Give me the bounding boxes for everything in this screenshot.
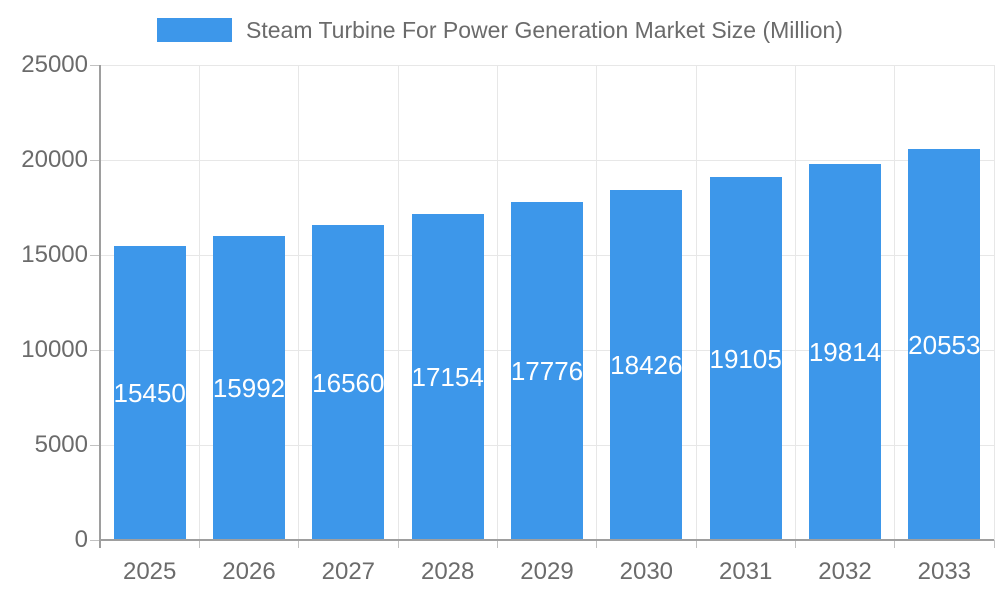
gridline-vertical [894,65,896,540]
y-axis-tick [90,64,100,66]
gridline-vertical [397,65,399,540]
bar[interactable] [908,149,981,540]
y-axis-tick-label: 15000 [21,241,88,268]
gridline-vertical [596,65,598,540]
y-axis-tick [90,254,100,256]
gridline-vertical [695,65,697,540]
x-axis-tick [198,540,200,548]
y-axis-tick [90,159,100,161]
gridline-horizontal [100,159,994,161]
x-axis-tick [397,540,399,548]
y-axis-tick [90,444,100,446]
x-axis-tick [894,540,896,548]
gridline-vertical [794,65,796,540]
x-axis-tick [794,540,796,548]
gridline-vertical [298,65,300,540]
x-axis-tick-label: 2026 [222,558,276,585]
y-axis-line [99,65,101,548]
x-axis-tick-label: 2025 [122,558,177,585]
x-axis-tick-label: 2029 [520,558,574,585]
x-axis-tick [596,540,598,548]
x-axis-line [99,539,994,541]
bar[interactable] [809,163,881,540]
x-axis-tick-label: 2033 [917,558,972,585]
bar[interactable] [511,202,583,540]
y-axis-tick [90,349,100,351]
bar[interactable] [213,236,285,540]
bar[interactable] [709,177,782,540]
y-axis-tick-label: 25000 [21,51,88,78]
x-axis-tick-label: 2028 [420,558,475,585]
y-axis-tick-label: 20000 [21,146,88,173]
x-axis-tick-label: 2031 [718,558,773,585]
bar[interactable] [610,189,683,540]
x-axis-tick [993,540,995,548]
x-axis-tick [695,540,697,548]
y-axis-tick-label: 10000 [21,336,88,363]
x-axis-tick-label: 2032 [818,558,872,585]
gridline-vertical [496,65,498,540]
legend: Steam Turbine For Power Generation Marke… [0,18,1000,42]
x-axis-tick-label: 2030 [619,558,674,585]
x-axis-tick [298,540,300,548]
y-axis-tick-label: 0 [74,526,88,553]
x-axis-tick-label: 2027 [321,558,376,585]
legend-label[interactable]: Steam Turbine For Power Generation Marke… [246,17,843,43]
y-axis-tick-label: 5000 [34,431,88,458]
gridline-vertical [993,65,995,540]
gridline-horizontal [100,64,994,66]
bar[interactable] [113,246,186,540]
bar[interactable] [411,214,484,540]
legend-swatch[interactable] [157,18,233,42]
bar[interactable] [312,225,385,540]
y-axis-tick [90,539,100,541]
gridline-vertical [198,65,200,540]
x-axis-tick [496,540,498,548]
